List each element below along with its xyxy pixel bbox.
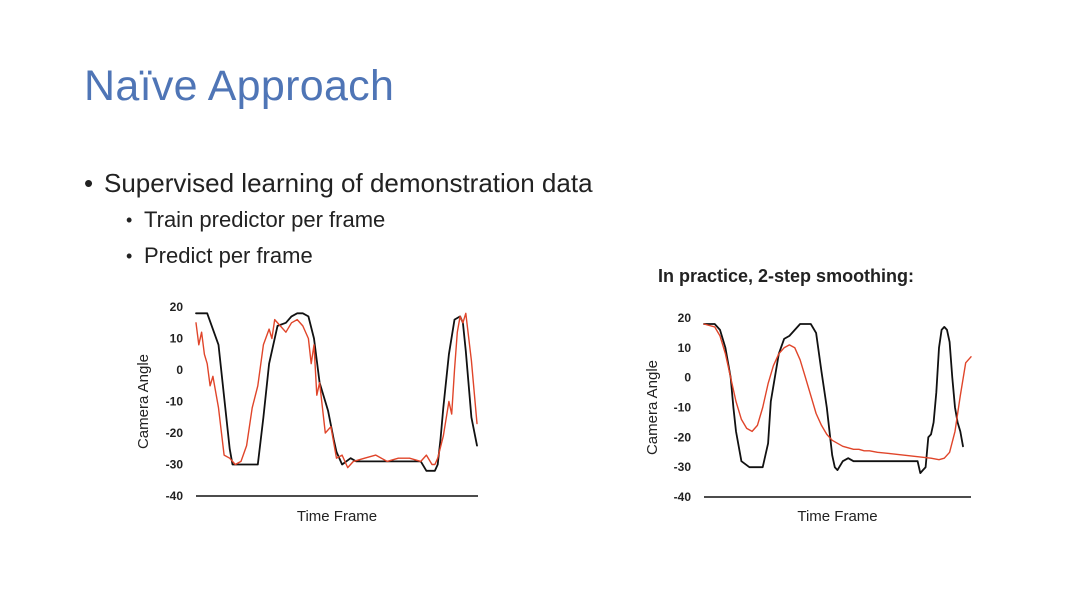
y-tick-label: 20 <box>170 300 184 314</box>
series-line-1 <box>703 323 972 461</box>
x-axis-label: Time Frame <box>297 508 377 525</box>
slide-title: Naïve Approach <box>84 62 395 110</box>
y-tick-label: -40 <box>674 490 692 504</box>
y-tick-label: 20 <box>678 311 692 325</box>
series-line-0 <box>703 323 964 475</box>
y-tick-label: -30 <box>166 458 184 472</box>
y-tick-label: -40 <box>166 489 184 503</box>
y-tick-label: -10 <box>166 395 184 409</box>
sub-bullet-item: Predict per frame <box>124 238 593 274</box>
y-axis-label: Camera Angle <box>135 354 152 449</box>
sub-bullet-list: Train predictor per frame Predict per fr… <box>104 202 593 274</box>
y-tick-label: -20 <box>674 430 692 444</box>
bullet-item: Supervised learning of demonstration dat… <box>84 164 593 274</box>
bullet-list: Supervised learning of demonstration dat… <box>84 164 593 274</box>
sub-bullet-text: Train predictor per frame <box>144 207 386 232</box>
series-line-1 <box>195 312 478 469</box>
y-tick-label: 0 <box>684 371 691 385</box>
y-axis-label: Camera Angle <box>644 360 661 455</box>
y-tick-label: -30 <box>674 460 692 474</box>
y-tick-label: 10 <box>170 332 184 346</box>
chart-title-right: In practice, 2-step smoothing: <box>658 266 915 286</box>
sub-bullet-text: Predict per frame <box>144 243 313 268</box>
y-tick-label: 10 <box>678 341 692 355</box>
y-tick-label: -10 <box>674 401 692 415</box>
y-tick-label: 0 <box>176 363 183 377</box>
x-axis-label: Time Frame <box>797 508 877 525</box>
bullet-text: Supervised learning of demonstration dat… <box>104 168 593 198</box>
series-line-0 <box>195 312 478 472</box>
y-tick-label: -20 <box>166 426 184 440</box>
sub-bullet-item: Train predictor per frame <box>124 202 593 238</box>
